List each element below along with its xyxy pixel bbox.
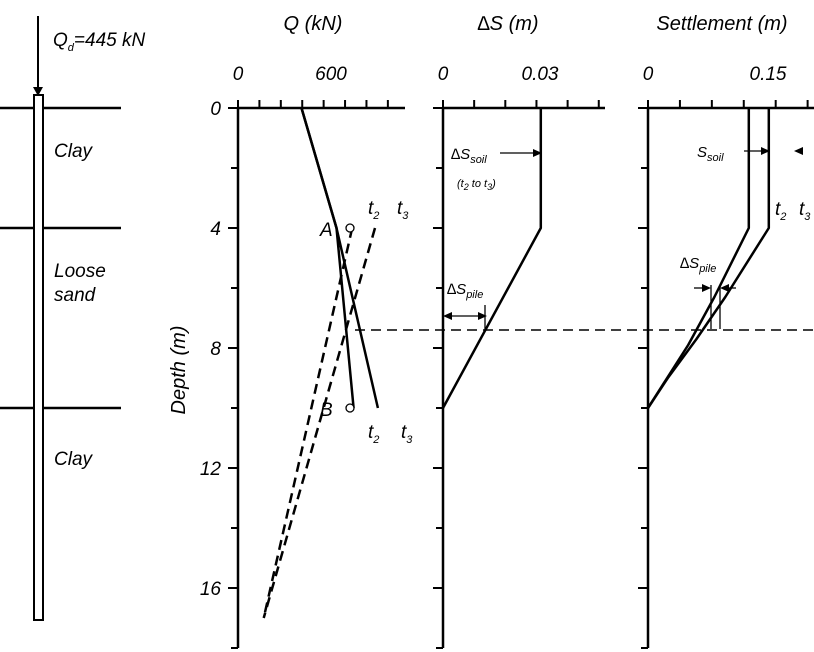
panel-ds: ∆S (m) 0 0.03 ∆Ssoil (t2 to t3) ∆Spile (433, 13, 605, 649)
q-t3-label-upper: t3 (397, 198, 409, 222)
ds-series-∆S-solid-0 (441, 108, 543, 409)
q-series-t2-solid-0 (300, 107, 355, 409)
s-pile-arrow-right-head (720, 284, 729, 292)
pile (33, 94, 44, 621)
panel-ds-curves (441, 108, 543, 409)
q-series-t3-dashed-3 (262, 227, 377, 619)
panel-q: Q (kN) 0 600 A B t2 t3 t2 t3 (228, 13, 413, 649)
point-A-marker (345, 223, 355, 233)
layer-clay-top: Clay (54, 141, 94, 162)
y-tick-label-12: 12 (200, 459, 222, 480)
panel-settlement: Settlement (m) 0 0.15 Ssoil t2 t3 ∆Spile (638, 13, 814, 649)
panel-q-axes (228, 100, 405, 649)
q-series-t3-solid-1 (300, 107, 380, 409)
panel-ds-xtick-label-0: 0 (438, 64, 449, 85)
s-soil-arrow-left-head (761, 147, 770, 155)
ds-soil-label: ∆Ssoil (451, 146, 487, 166)
s-t2-label: t2 (775, 199, 786, 223)
panel-s-xtick-label-0: 0 (643, 64, 654, 85)
q-series-t2-dashed-2 (262, 227, 354, 619)
s-soil-label: Ssoil (697, 144, 724, 164)
layer-clay-bottom: Clay (54, 449, 94, 470)
ds-pile-label: ∆Spile (447, 281, 483, 301)
load-label: Qd=445 kN (53, 30, 145, 54)
panel-q-curves (262, 107, 380, 619)
q-t2-label-upper: t2 (368, 198, 379, 222)
panel-ds-axes (433, 100, 605, 649)
panel-ds-title: ∆S (m) (477, 13, 538, 35)
y-tick-label-0: 0 (210, 99, 221, 120)
panel-q-xtick-label-600: 600 (315, 64, 347, 85)
y-tick-labels: 0 4 8 12 16 (200, 99, 222, 600)
s-t3-label: t3 (799, 199, 811, 223)
soil-profile: Qd=445 kN Clay Loose sand Clay (0, 16, 145, 621)
q-t2-label-lower: t2 (368, 422, 379, 446)
s-pile-arrow-left-head (702, 284, 711, 292)
panel-s-axes (638, 100, 814, 649)
panel-s-title: Settlement (m) (656, 13, 787, 35)
q-t3-label-lower: t3 (401, 422, 413, 446)
load-arrow-head (33, 87, 43, 96)
s-pile-label: ∆Spile (680, 255, 716, 275)
ds-soil-arrow-head (533, 149, 542, 157)
layer-loose-sand-line1: Loose (54, 261, 106, 282)
y-tick-label-8: 8 (210, 339, 221, 360)
point-A-label: A (319, 220, 333, 241)
ds-pile-arrow-right (478, 312, 487, 320)
panel-ds-xtick-label-0.03: 0.03 (522, 64, 559, 85)
panel-q-xtick-label-0: 0 (233, 64, 244, 85)
s-soil-arrow-right-head (794, 147, 803, 155)
ds-soil-note: (t2 to t3) (457, 178, 496, 192)
panel-q-title: Q (kN) (284, 13, 343, 35)
panel-s-xtick-label-0.15: 0.15 (750, 64, 787, 85)
y-axis-label: Depth (m) (168, 326, 190, 415)
ds-pile-arrow-left (443, 312, 452, 320)
point-B-marker (345, 403, 355, 413)
layer-loose-sand-line2: sand (54, 285, 97, 306)
y-tick-label-4: 4 (210, 219, 221, 240)
y-tick-label-16: 16 (200, 579, 222, 600)
point-B-label: B (320, 400, 333, 421)
